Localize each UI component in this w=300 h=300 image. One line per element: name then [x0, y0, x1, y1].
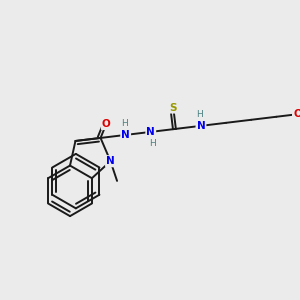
Text: N: N [196, 121, 205, 131]
Text: H: H [121, 119, 128, 128]
Text: H: H [196, 110, 203, 119]
Text: O: O [102, 119, 111, 129]
Text: S: S [169, 103, 177, 112]
Text: N: N [121, 130, 130, 140]
Text: N: N [146, 127, 155, 137]
Text: H: H [149, 139, 155, 148]
Text: N: N [106, 156, 115, 166]
Text: O: O [293, 109, 300, 119]
